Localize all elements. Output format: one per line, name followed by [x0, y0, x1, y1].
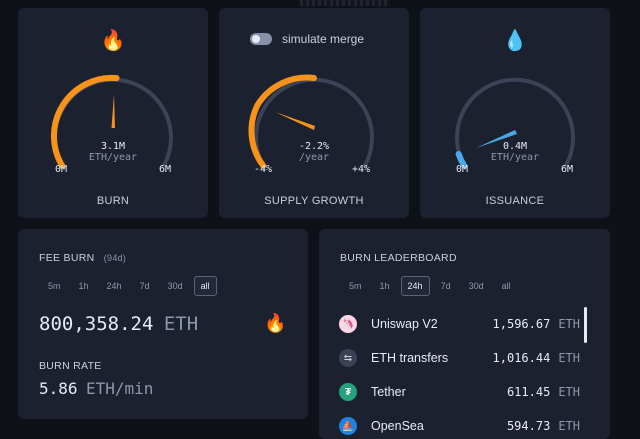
leaderboard-tab-24h[interactable]: 24h [400, 276, 430, 296]
burn-gauge-fill [50, 74, 120, 169]
supply-value: -2.2% [298, 141, 330, 152]
burn-leaderboard-card: BURN LEADERBOARD 5m 1h 24h 7d 30d all 🦄 … [319, 229, 610, 439]
burn-max-label: 6M [159, 164, 172, 175]
supply-unit: /year [298, 152, 330, 163]
leaderboard-row-unit: ETH [558, 419, 580, 433]
burn-value: 3.1M [100, 141, 126, 152]
simulate-merge-label: simulate merge [282, 32, 365, 46]
leaderboard-tab-all[interactable]: all [501, 281, 511, 291]
leaderboard-row-unit: ETH [558, 385, 580, 399]
supply-min-label: -4% [254, 164, 273, 175]
fee-burn-tab-24h[interactable]: 24h [106, 281, 122, 291]
burn-rate: 5.86 ETH/min [39, 379, 153, 399]
burn-min-label: 0M [55, 164, 68, 175]
issuance-gauge-card: 💧 0.4M ETH/year 0M 6M ISSUANCE [420, 8, 610, 218]
issuance-gauge-track [455, 77, 575, 168]
leaderboard-row[interactable]: ₮ Tether 611.45 ETH [339, 380, 580, 404]
fee-burn-tab-5m[interactable]: 5m [48, 281, 61, 291]
fee-burn-title-text: FEE BURN [39, 252, 95, 264]
leaderboard-row-name: ETH transfers [371, 351, 449, 365]
leaderboard-row-value: 1,596.67 [492, 317, 551, 331]
leaderboard-row-value: 594.73 [506, 419, 551, 433]
burn-unit: ETH/year [88, 152, 138, 163]
fee-burn-amount: 800,358.24 ETH [39, 313, 198, 335]
fee-burn-tabs: 5m 1h 24h 7d 30d all [41, 276, 217, 296]
leaderboard-row[interactable]: 🦄 Uniswap V2 1,596.67 ETH [339, 312, 580, 336]
leaderboard-row[interactable]: ⛵ OpenSea 594.73 ETH [339, 414, 580, 438]
fee-burn-period: (94d) [103, 253, 127, 263]
issuance-unit: ETH/year [490, 152, 540, 163]
burn-rate-unit: ETH/min [85, 379, 154, 398]
burn-rate-label: BURN RATE [39, 360, 102, 372]
burn-gauge [50, 74, 173, 169]
toggle-knob [252, 35, 260, 43]
issuance-gauge-needle [476, 130, 517, 148]
fee-burn-tab-30d[interactable]: 30d [167, 281, 183, 291]
fee-burn-title: FEE BURN (94d) [39, 252, 126, 264]
burn-rate-value: 5.86 [39, 379, 78, 398]
uniswap-icon: 🦄 [339, 315, 357, 333]
issuance-max-label: 6M [561, 164, 574, 175]
issuance-value: 0.4M [502, 141, 528, 152]
fee-burn-tab-1h[interactable]: 1h [78, 281, 89, 291]
leaderboard-row-value: 1,016.44 [492, 351, 551, 365]
opensea-icon: ⛵ [339, 417, 357, 435]
simulate-merge-toggle[interactable] [250, 33, 272, 45]
leaderboard-tab-5m[interactable]: 5m [349, 281, 362, 291]
issuance-min-label: 0M [456, 164, 469, 175]
leaderboard-tab-1h[interactable]: 1h [379, 281, 390, 291]
leaderboard-tab-30d[interactable]: 30d [468, 281, 484, 291]
leaderboard-row-unit: ETH [558, 351, 580, 365]
burn-gauge-card: 🔥 3.1M ETH/year 0M 6M BURN [18, 8, 208, 218]
fee-burn-tab-7d[interactable]: 7d [139, 281, 150, 291]
issuance-title: ISSUANCE [485, 195, 545, 207]
fee-burn-amount-unit: ETH [163, 313, 199, 335]
supply-max-label: +4% [352, 164, 371, 175]
burn-title: BURN [96, 195, 130, 207]
leaderboard-row-name: OpenSea [371, 419, 424, 433]
leaderboard-tab-7d[interactable]: 7d [440, 281, 451, 291]
supply-gauge-card: simulate merge -2.2% /year -4% +4% SUPPL… [219, 8, 409, 218]
fee-burn-card: FEE BURN (94d) 5m 1h 24h 7d 30d all 800,… [18, 229, 308, 419]
leaderboard-row[interactable]: ⇆ ETH transfers 1,016.44 ETH [339, 346, 580, 370]
fee-burn-amount-value: 800,358.24 [39, 313, 154, 335]
supply-title: SUPPLY GROWTH [264, 195, 364, 207]
leaderboard-tabs: 5m 1h 24h 7d 30d all [342, 276, 518, 296]
fee-burn-tab-all[interactable]: all [193, 276, 217, 296]
top-scroll-hint [300, 0, 390, 6]
leaderboard-title: BURN LEADERBOARD [340, 252, 457, 264]
tether-icon: ₮ [339, 383, 357, 401]
issuance-gauge-fill [455, 151, 468, 169]
fire-icon: 🔥 [100, 30, 126, 52]
transfer-icon: ⇆ [339, 349, 357, 367]
leaderboard-row-name: Tether [371, 385, 406, 399]
supply-gauge-fill [248, 74, 317, 169]
leaderboard-row-unit: ETH [558, 317, 580, 331]
droplet-icon: 💧 [502, 30, 528, 52]
burn-gauge-needle [111, 94, 115, 128]
leaderboard-scrollbar[interactable] [584, 307, 587, 343]
fee-burn-fire-icon: 🔥 [264, 313, 287, 333]
leaderboard-row-name: Uniswap V2 [371, 317, 438, 331]
issuance-gauge [455, 77, 575, 169]
leaderboard-row-value: 611.45 [506, 385, 551, 399]
supply-gauge-needle [275, 112, 315, 130]
supply-gauge [248, 74, 374, 169]
